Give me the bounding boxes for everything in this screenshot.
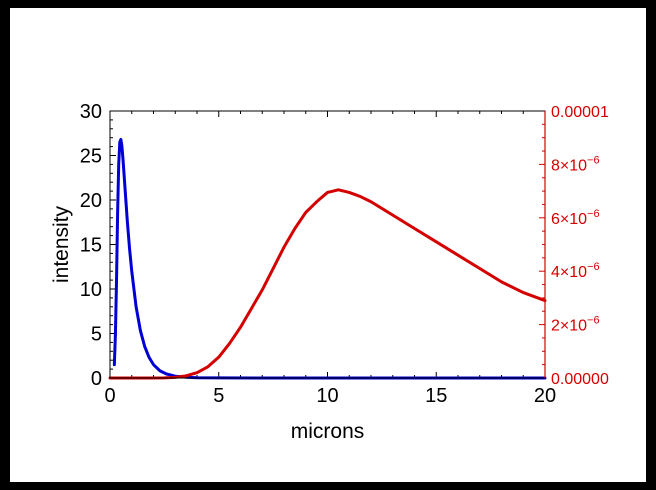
y-right-tick-label: 0.00001 bbox=[551, 104, 609, 121]
x-tick-label: 0 bbox=[104, 385, 115, 407]
y-axis-title: intensity bbox=[50, 205, 73, 283]
y-right-tick-label: 6×10−6 bbox=[551, 208, 600, 228]
x-tick-label: 20 bbox=[534, 385, 556, 407]
blue-series-line bbox=[112, 137, 547, 380]
y-left-tick-label: 30 bbox=[80, 101, 102, 123]
x-tick-label: 15 bbox=[425, 385, 447, 407]
ticks-layer bbox=[109, 110, 546, 379]
x-axis-title: microns bbox=[291, 420, 365, 443]
y-left-tick-label: 20 bbox=[80, 190, 102, 212]
y-left-tick-label: 0 bbox=[91, 368, 102, 390]
y-right-tick-label: 4×10−6 bbox=[551, 261, 600, 281]
x-tick-label: 10 bbox=[316, 385, 338, 407]
plot-frame bbox=[109, 110, 546, 379]
y-left-tick-label: 15 bbox=[80, 235, 102, 257]
y-left-tick-label: 5 bbox=[91, 324, 102, 346]
y-right-tick-label: 8×10−6 bbox=[551, 154, 600, 174]
series-layer bbox=[108, 137, 547, 380]
red-series-line bbox=[108, 188, 547, 380]
dual-axis-line-chart: microns intensity 0 5 10 15 20 0 5 10 15 20 25 30 0.… bbox=[50, 101, 609, 443]
y-left-tick-label: 25 bbox=[80, 146, 102, 168]
x-tick-label: 5 bbox=[213, 385, 224, 407]
y-right-tick-label: 0.00000 bbox=[551, 371, 609, 388]
labels-layer: 0 5 10 15 20 0 5 10 15 20 25 30 0.00000 2×10−6 4×10−6 6… bbox=[80, 101, 609, 407]
chart-panel: microns intensity 0 5 10 15 20 0 5 10 15 20 25 30 0.… bbox=[10, 8, 646, 482]
y-right-tick-label: 2×10−6 bbox=[551, 315, 600, 335]
y-left-tick-label: 10 bbox=[80, 279, 102, 301]
